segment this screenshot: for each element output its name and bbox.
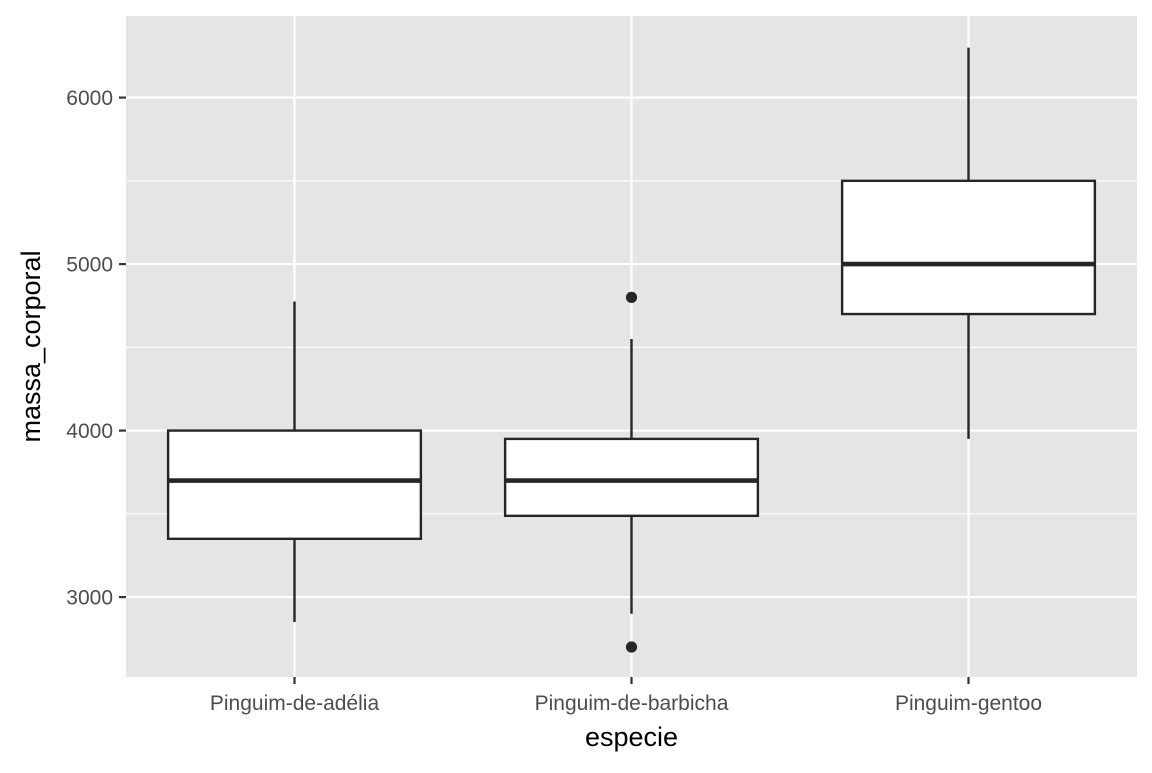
outlier-point [625, 641, 638, 653]
y-axis-title: massa_corporal [16, 250, 46, 442]
y-tick-label: 4000 [66, 420, 113, 443]
x-tick-label: Pinguim-de-barbicha [535, 692, 729, 715]
box-body [503, 437, 760, 518]
x-axis-title: especie [585, 722, 678, 752]
box-body [166, 429, 423, 541]
box-2 [503, 291, 760, 653]
box-body [840, 179, 1097, 316]
y-tick-label: 3000 [66, 587, 113, 610]
y-tick-label: 6000 [66, 87, 113, 110]
y-tick-label: 5000 [66, 254, 113, 277]
x-tick-label: Pinguim-de-adélia [210, 692, 380, 715]
boxes [166, 47, 1097, 653]
x-axis-ticks: Pinguim-de-adélia Pinguim-de-barbicha Ping… [210, 677, 1042, 715]
x-tick-label: Pinguim-gentoo [895, 692, 1042, 715]
y-axis-ticks: 3000 4000 5000 6000 [66, 87, 126, 610]
box-3 [840, 47, 1097, 439]
box-1 [166, 301, 423, 623]
outlier-point [625, 291, 638, 303]
